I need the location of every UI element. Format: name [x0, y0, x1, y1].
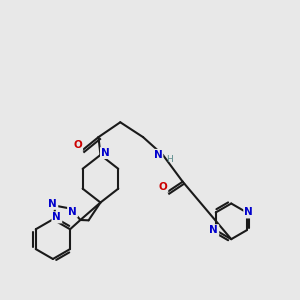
Text: O: O: [73, 140, 82, 150]
Text: N: N: [101, 148, 110, 158]
Text: O: O: [158, 182, 167, 192]
Text: H: H: [167, 155, 173, 164]
Text: N: N: [154, 150, 162, 160]
Text: N: N: [244, 207, 253, 218]
Text: N: N: [48, 199, 57, 209]
Text: N: N: [68, 207, 77, 217]
Text: N: N: [52, 212, 61, 222]
Text: N: N: [209, 225, 218, 235]
